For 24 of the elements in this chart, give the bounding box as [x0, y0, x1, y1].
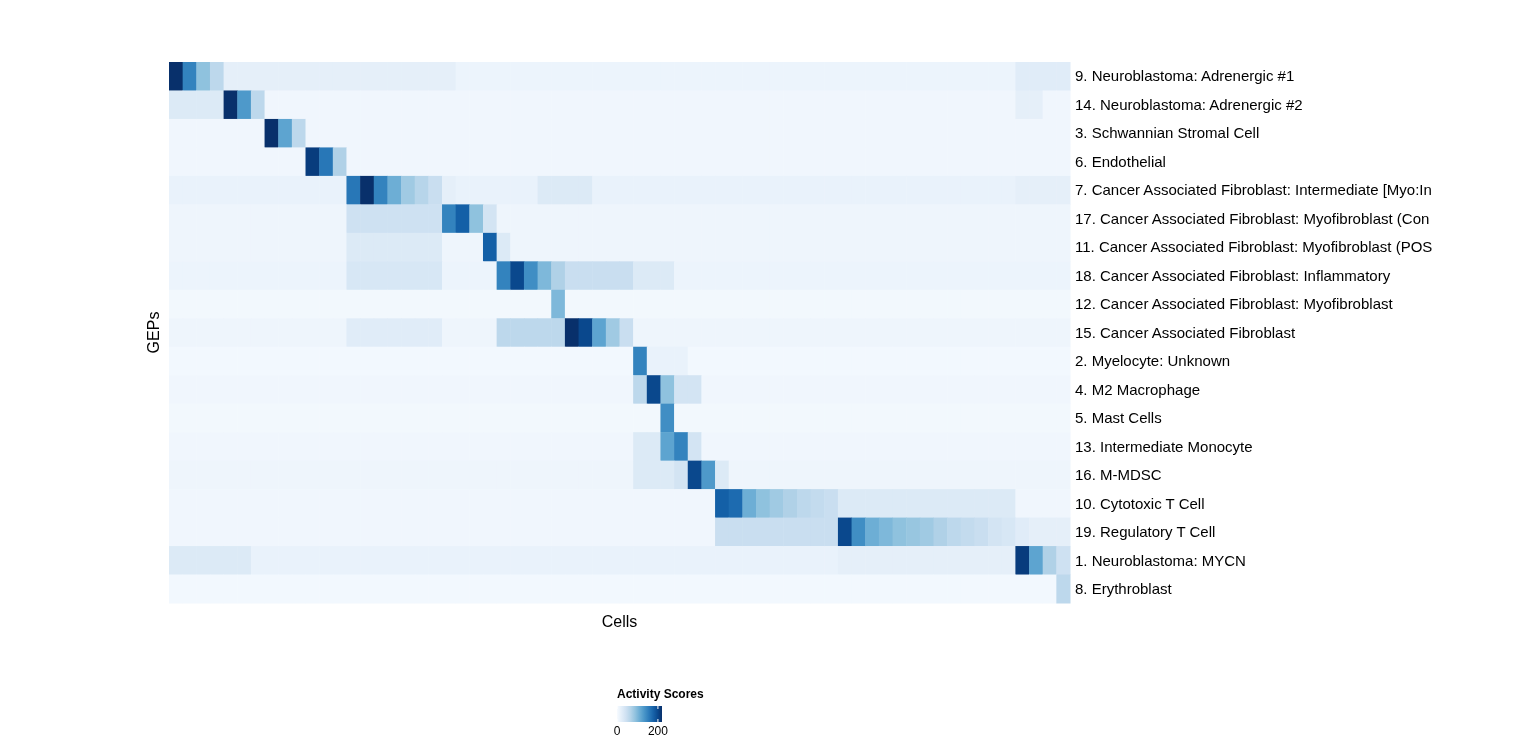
- y-tick-label: 8. Erythroblast: [1075, 580, 1173, 598]
- y-tick-label: 2. Myelocyte: Unknown: [1075, 352, 1231, 370]
- y-tick-label: 12. Cancer Associated Fibroblast: Myofibroblast: [1075, 295, 1394, 313]
- y-tick-label: 5. Mast Cells: [1075, 409, 1162, 427]
- color-bar-label: 200: [647, 724, 669, 738]
- x-axis-title: Cells: [601, 613, 638, 630]
- y-axis-title: GEPs: [145, 311, 162, 354]
- y-tick-label: 11. Cancer Associated Fibroblast: Myofibroblast (POS: [1075, 238, 1433, 256]
- y-tick-label: 3. Schwannian Stromal Cell: [1075, 124, 1260, 142]
- color-bar-label: 0: [613, 724, 621, 738]
- y-tick-label: 14. Neuroblastoma: Adrenergic #2: [1075, 95, 1303, 113]
- y-tick-label: 10. Cytotoxic T Cell: [1075, 494, 1205, 512]
- y-tick-label: 13. Intermediate Monocyte: [1075, 437, 1253, 455]
- y-tick-label: 9. Neuroblastoma: Adrenergic #1: [1075, 67, 1295, 85]
- y-tick-label: 17. Cancer Associated Fibroblast: Myofibroblast (Con: [1075, 209, 1430, 227]
- y-tick-label: 19. Regulatory T Cell: [1075, 523, 1216, 541]
- y-tick-label: 4. M2 Macrophage: [1075, 380, 1201, 398]
- y-tick-label: 7. Cancer Associated Fibroblast: Intermediate [Myo:In: [1075, 181, 1432, 199]
- y-tick-label: 16. M-MDSC: [1075, 466, 1162, 484]
- y-tick-label: 6. Endothelial: [1075, 152, 1166, 170]
- y-tick-label: 1. Neuroblastoma: MYCN: [1075, 551, 1246, 569]
- color-bar-title: Activity Scores: [617, 687, 705, 701]
- y-tick-label: 18. Cancer Associated Fibroblast: Inflammatory: [1075, 266, 1391, 284]
- y-tick-label: 15. Cancer Associated Fibroblast: [1075, 323, 1296, 341]
